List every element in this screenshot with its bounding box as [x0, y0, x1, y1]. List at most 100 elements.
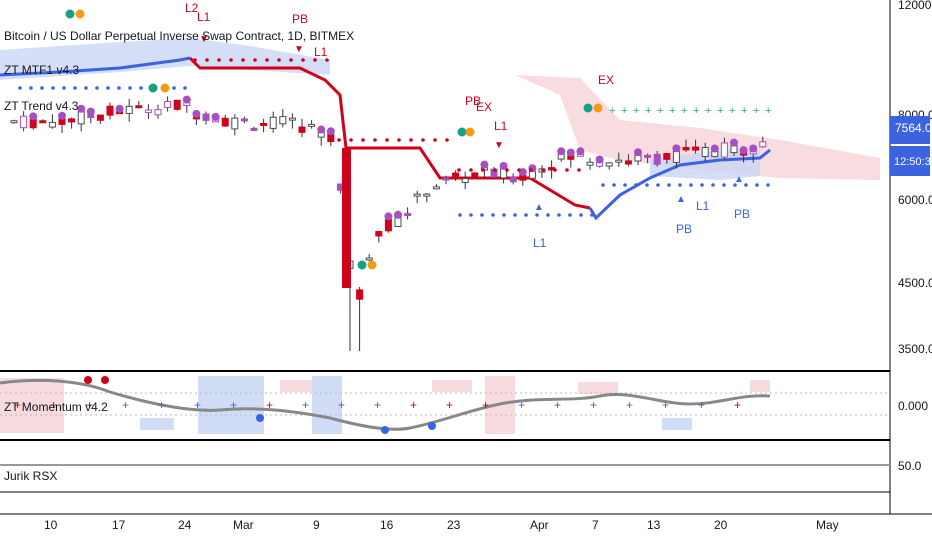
- time-tick-label: 24: [178, 518, 192, 532]
- support-dot: [766, 183, 770, 187]
- momentum-dot: [428, 422, 436, 430]
- plus-marker: +: [609, 105, 615, 117]
- support-dot: [469, 213, 473, 217]
- candle-body: [653, 153, 661, 165]
- candle-body: [96, 114, 104, 121]
- candle-body: [365, 257, 373, 261]
- resistance-dot: [577, 168, 581, 172]
- plus-marker: +: [765, 105, 771, 117]
- candle-body: [125, 105, 133, 114]
- support-dot: [62, 86, 66, 90]
- candle-body: [135, 105, 143, 109]
- candle-body: [68, 118, 76, 123]
- candle-body: [48, 121, 56, 128]
- candle-body: [10, 120, 18, 124]
- support-dot: [579, 213, 583, 217]
- candle-dot: [576, 147, 585, 156]
- candle-body: [240, 118, 248, 122]
- support-dot: [656, 183, 660, 187]
- candle-dot: [595, 155, 604, 164]
- indicator-title-mtf[interactable]: ZT MTF1 v4.3: [4, 63, 79, 77]
- signal-arrow: ▼: [199, 34, 209, 45]
- signal-dot: [367, 260, 377, 270]
- countdown-badge: [890, 146, 930, 176]
- support-dot: [546, 213, 550, 217]
- momentum-zone: [140, 418, 174, 430]
- support-dot: [667, 183, 671, 187]
- support-dot: [557, 213, 561, 217]
- candle-body: [452, 172, 460, 179]
- candle-body: [730, 145, 738, 154]
- candle-body: [29, 118, 37, 129]
- signal-dot: [583, 103, 593, 113]
- support-dot: [645, 183, 649, 187]
- rsx-title[interactable]: Jurik RSX: [4, 469, 57, 483]
- resistance-dot: [409, 138, 413, 142]
- candle-body: [327, 133, 335, 143]
- momentum-zero-label: 0.000: [898, 399, 928, 413]
- candle-body: [231, 117, 239, 130]
- support-dot: [458, 213, 462, 217]
- candle-body: [20, 115, 28, 129]
- candle-dot: [557, 147, 566, 156]
- candle-dot: [672, 144, 681, 153]
- candle-dot: [182, 95, 191, 104]
- momentum-plus: +: [698, 398, 705, 412]
- bull-trend-line: [0, 56, 191, 77]
- candle-body: [250, 127, 258, 131]
- plus-marker: +: [741, 105, 747, 117]
- signal-arrow: ▲: [534, 202, 544, 213]
- signal-dot: [75, 9, 85, 19]
- candle-body: [221, 117, 229, 127]
- support-dot: [744, 183, 748, 187]
- resistance-dot: [241, 58, 245, 62]
- bear-trend-line: [188, 56, 591, 210]
- resistance-dot: [397, 138, 401, 142]
- momentum-zone: [578, 382, 618, 394]
- signal-arrow: ▲: [734, 174, 744, 185]
- momentum-zone: [280, 380, 312, 392]
- momentum-title[interactable]: ZT Momentum v4.2: [4, 400, 108, 414]
- time-tick-label: Mar: [233, 518, 254, 532]
- candle-body: [528, 170, 536, 179]
- time-tick-label: 10: [44, 518, 58, 532]
- resistance-dot: [229, 58, 233, 62]
- signal-label: L1: [197, 10, 211, 24]
- momentum-layer: + + + + + + + + + + + + + + + + + + + + +: [0, 376, 890, 434]
- candle-body: [356, 289, 364, 300]
- candle-body: [375, 231, 383, 237]
- momentum-zone: [0, 378, 64, 433]
- support-dot: [535, 213, 539, 217]
- momentum-plus: +: [590, 398, 597, 412]
- momentum-plus: +: [194, 398, 201, 412]
- signal-labels: L2 L1 PB L1 PB EX L1 EX L1 PB L1 PB: [185, 1, 750, 250]
- resistance-dot: [481, 168, 485, 172]
- resistance-dot: [337, 138, 341, 142]
- candle-dot: [566, 148, 575, 157]
- candle-dot: [192, 109, 201, 118]
- momentum-zone: [432, 380, 472, 392]
- candle-body: [442, 177, 450, 181]
- price-tick-label: 6000.0: [898, 193, 932, 207]
- signal-dot: [357, 260, 367, 270]
- resistance-dot: [217, 58, 221, 62]
- momentum-dot: [101, 376, 109, 384]
- resistance-dot: [325, 58, 329, 62]
- plus-marker: +: [717, 105, 723, 117]
- indicator-title-trend[interactable]: ZT Trend v4.3: [4, 99, 79, 113]
- support-dot: [84, 86, 88, 90]
- support-dot: [183, 86, 187, 90]
- momentum-plus: +: [518, 398, 525, 412]
- candle-body: [701, 146, 709, 157]
- candle-dot: [58, 111, 66, 120]
- candle-body: [471, 172, 479, 177]
- support-dot: [755, 183, 759, 187]
- plus-marker: +: [705, 105, 711, 117]
- support-dot: [29, 86, 33, 90]
- signal-dot: [465, 127, 475, 137]
- candle-body: [394, 217, 402, 228]
- support-dot: [139, 86, 143, 90]
- candle-body: [663, 153, 671, 160]
- resistance-dot: [205, 58, 209, 62]
